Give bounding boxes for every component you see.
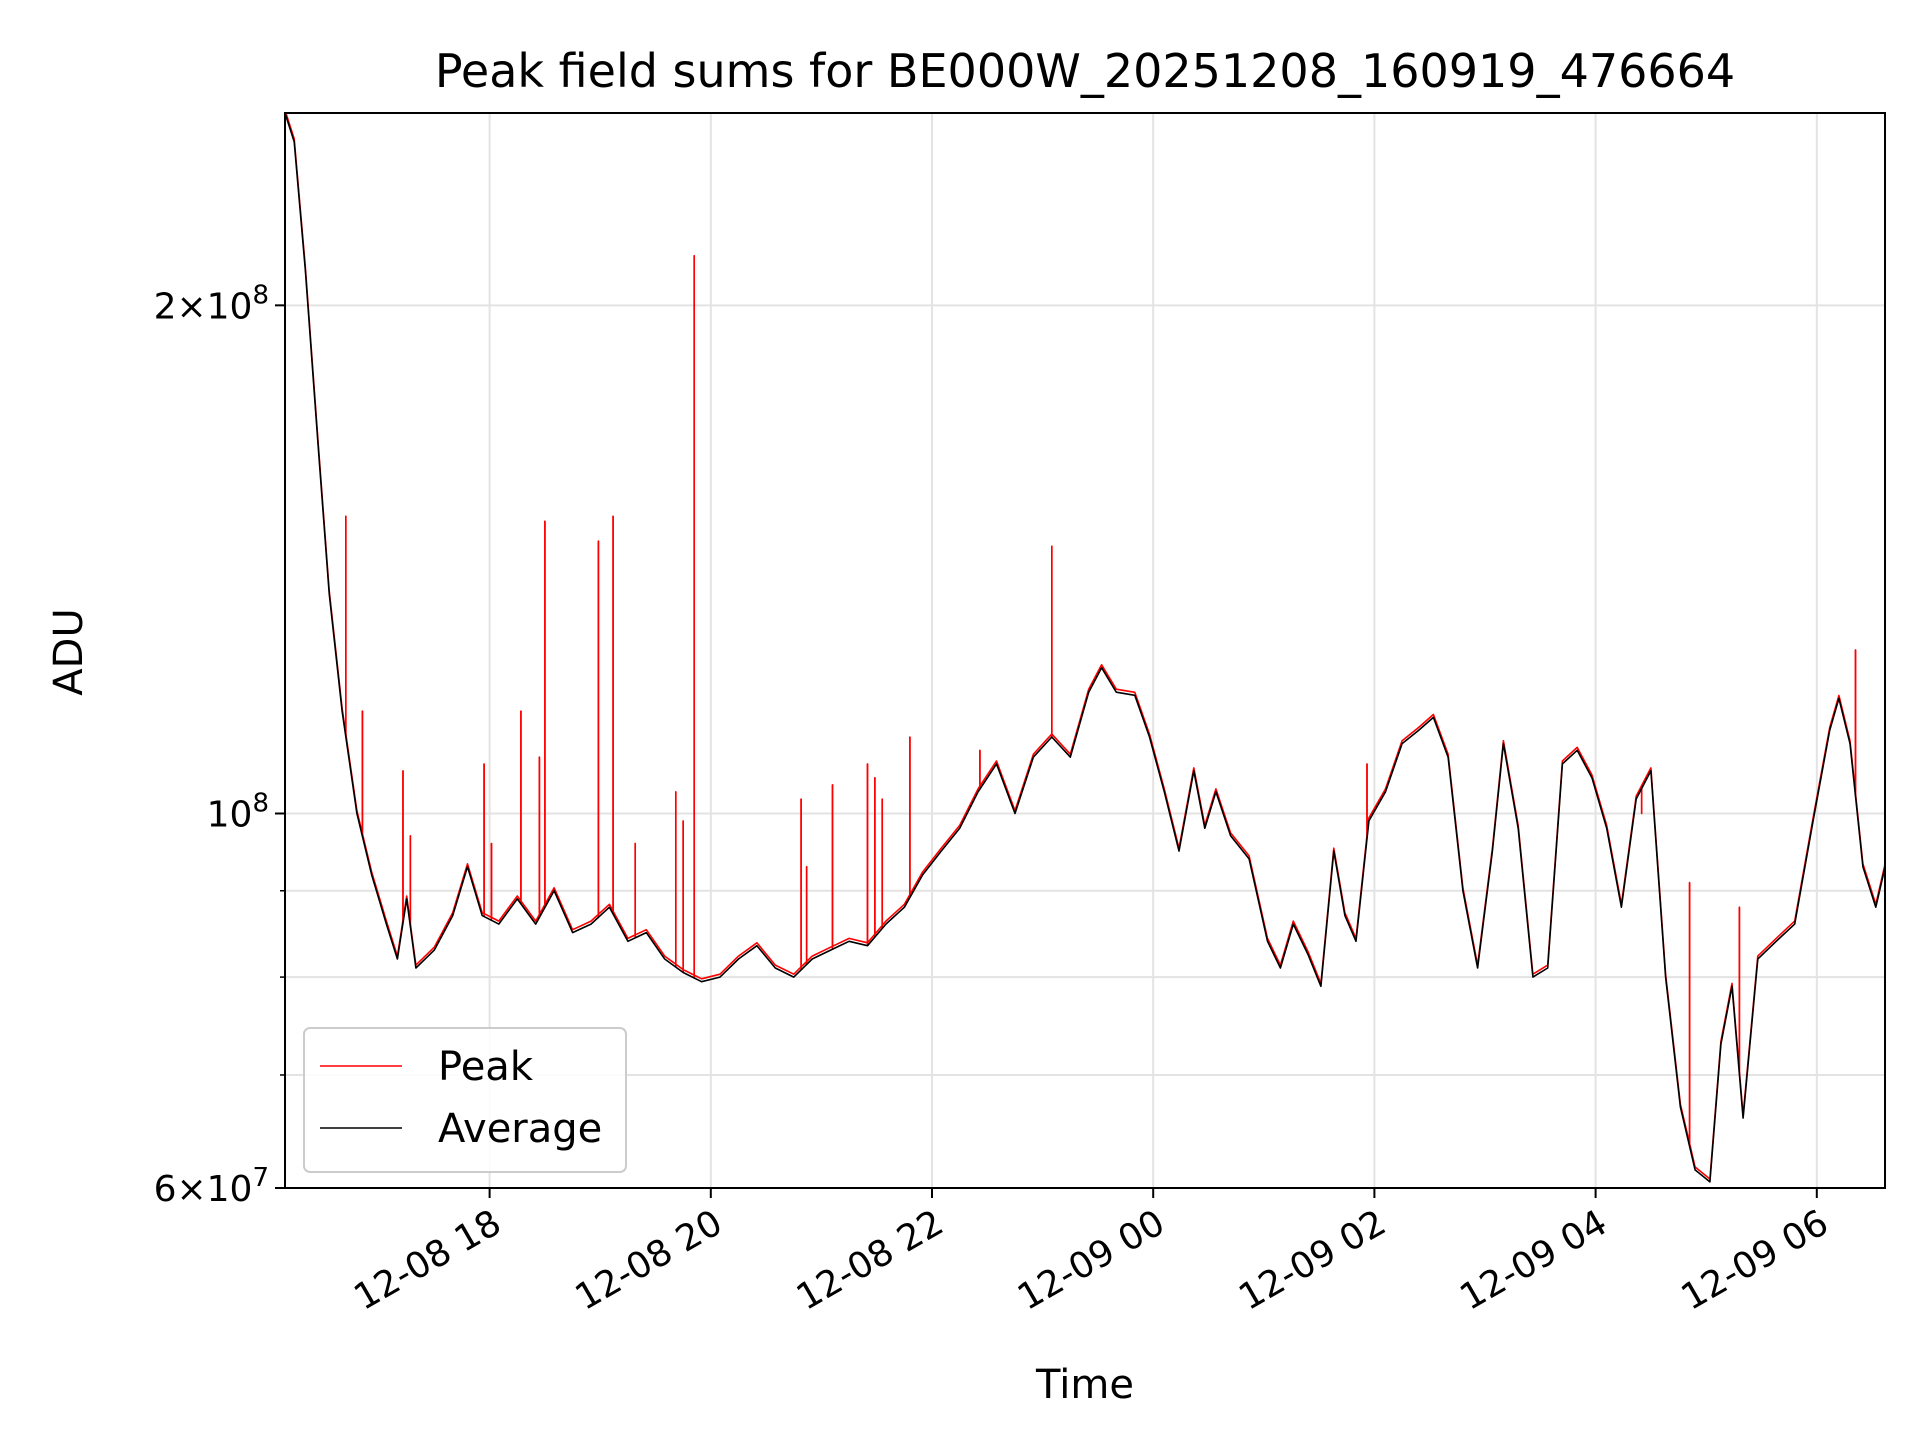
plot-data — [285, 113, 1885, 1183]
chart-title: Peak field sums for BE000W_20251208_1609… — [435, 44, 1735, 98]
legend: Peak Average — [303, 1027, 627, 1173]
plot-frame — [284, 112, 1886, 1189]
legend-average-label: Average — [438, 1106, 602, 1152]
y-axis-label: ADU — [46, 608, 92, 695]
legend-peak-label: Peak — [438, 1044, 534, 1090]
y-tick-label-2: 2×108 — [154, 280, 269, 327]
x-axis-label: Time — [1035, 1362, 1134, 1408]
series-line-average — [285, 113, 1885, 1183]
legend-box — [303, 1027, 627, 1173]
y-tick-label-0: 6×107 — [154, 1163, 269, 1210]
y-tick-label-1: 108 — [207, 789, 269, 836]
